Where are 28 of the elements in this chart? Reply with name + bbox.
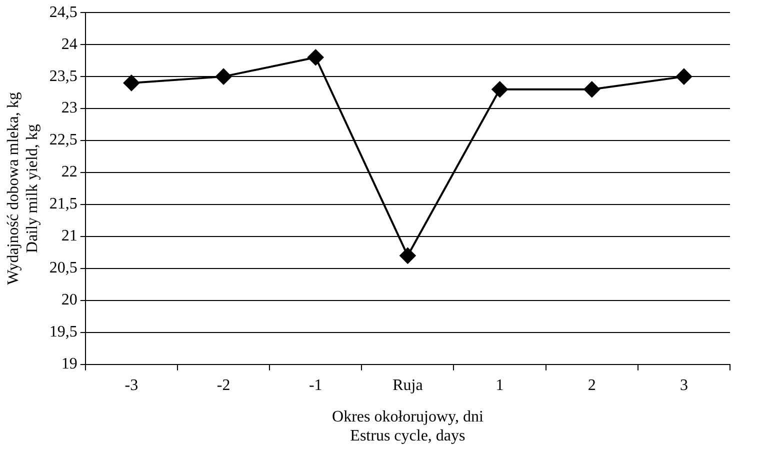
y-axis-title: Wydajność dobowa mleka, kg Daily milk yield, kg [4,92,42,285]
x-tick-label: -2 [216,377,230,394]
y-tick-label: 22 [61,164,78,181]
point [584,81,600,98]
point [492,81,508,98]
x-tick-label: 2 [588,377,596,394]
y-tick-label: 21 [61,228,78,245]
point [676,68,692,85]
x-tick-label: 1 [496,377,504,394]
y-tick-label: 19 [61,356,78,373]
x-tick-label: -1 [308,377,322,394]
point [216,68,232,85]
y-tick-label: 19,5 [49,324,78,341]
y-tick-label: 24,5 [49,4,78,21]
x-tick-label: Ruja [392,377,423,394]
point [308,49,324,66]
x-tick-label: -3 [124,377,138,394]
y-tick-label: 24 [61,36,78,53]
x-axis-title: Okres okołorujowy, dni Estrus cycle, days [332,408,484,445]
y-tick-label: 23 [61,100,78,117]
y-tick-label: 21,5 [49,196,78,213]
y-tick-label: 23,5 [49,68,78,85]
point [123,74,140,91]
y-tick-label: 20 [61,292,78,309]
y-tick-label: 22,5 [49,132,78,149]
x-tick-label: 3 [680,377,688,394]
point [400,248,416,264]
y-tick-label: 20,5 [49,260,78,277]
